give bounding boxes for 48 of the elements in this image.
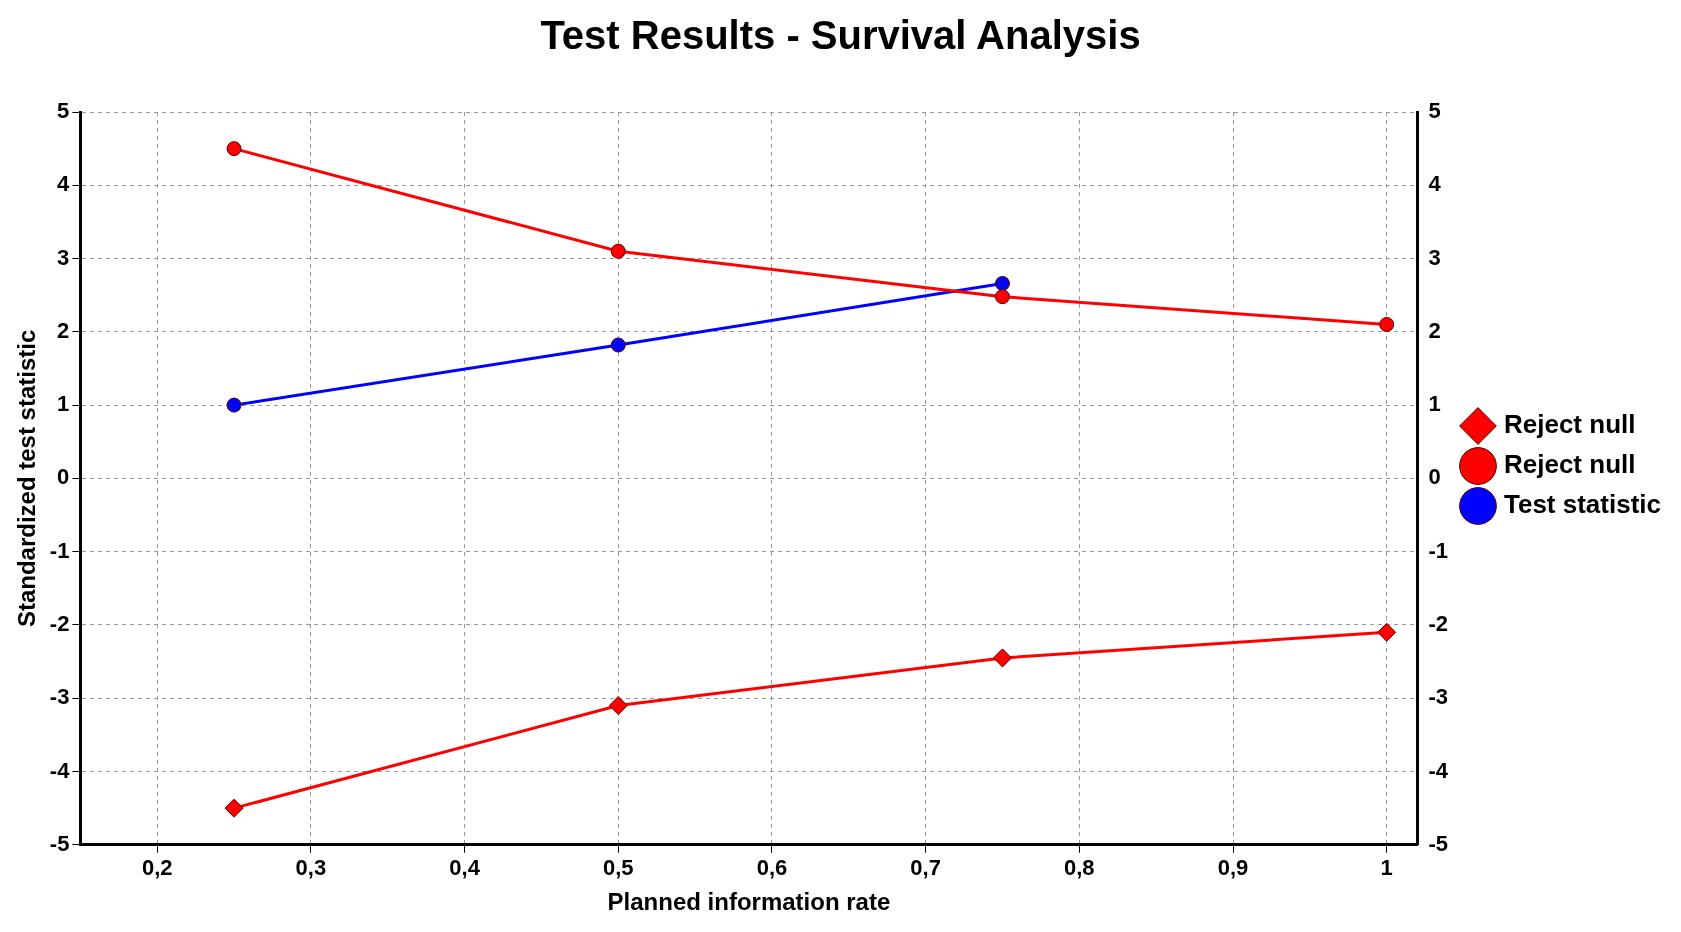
- x-tick-label: 0,7: [910, 855, 941, 881]
- y2-tick-label: -5: [1428, 830, 1448, 856]
- y2-tick-label: 5: [1428, 98, 1441, 124]
- point: [610, 337, 626, 353]
- x-tick-label: 0,3: [295, 855, 327, 881]
- y2-tick-label: 0: [1428, 464, 1441, 490]
- chart-title: Test Results - Survival Analysis: [540, 13, 1141, 58]
- y-tick-label: 5: [57, 98, 70, 124]
- point: [226, 141, 242, 157]
- y-axis-title: Standardized test statistic: [13, 329, 41, 628]
- y2-tick-label: -2: [1428, 611, 1448, 637]
- y-tick-label: -2: [49, 611, 70, 637]
- y2-tick-label: -4: [1428, 757, 1449, 783]
- legend-label: Reject null: [1503, 449, 1636, 480]
- legend-label: Test statistic: [1503, 489, 1661, 520]
- x-tick-label: 1: [1380, 855, 1393, 881]
- point: [994, 289, 1010, 305]
- y2-tick-label: 2: [1428, 317, 1441, 343]
- y-tick-label: 2: [57, 317, 70, 343]
- point: [610, 243, 626, 259]
- y-tick-label: -4: [49, 757, 71, 783]
- y-tick-label: 3: [57, 244, 70, 270]
- y-tick-label: -1: [49, 537, 70, 563]
- y2-tick-label: 4: [1428, 171, 1442, 197]
- y-tick-label: -5: [49, 830, 70, 856]
- x-axis-title: Planned information rate: [607, 888, 891, 916]
- x-tick-label: 0,2: [141, 855, 173, 881]
- x-tick-label: 0,5: [602, 855, 634, 881]
- point: [1379, 317, 1395, 333]
- legend-label: Reject null: [1503, 409, 1636, 440]
- x-tick-label: 0,9: [1217, 855, 1249, 881]
- point: [994, 275, 1010, 291]
- y2-tick-label: 1: [1428, 391, 1441, 417]
- y-tick-label: 0: [57, 464, 70, 490]
- point: [1377, 622, 1397, 642]
- y2-tick-label: -1: [1428, 537, 1448, 563]
- y2-tick-label: -3: [1428, 684, 1448, 710]
- x-tick-label: 0,6: [756, 855, 788, 881]
- x-tick-label: 0,8: [1064, 855, 1095, 881]
- point: [608, 696, 628, 716]
- y-tick-label: 4: [57, 171, 71, 197]
- x-tick-label: 0,4: [449, 855, 481, 881]
- y-tick-label: -3: [49, 684, 70, 710]
- point: [992, 648, 1012, 668]
- y-tick-label: 1: [57, 391, 70, 417]
- point: [226, 397, 242, 413]
- y2-tick-label: 3: [1428, 244, 1441, 270]
- point: [224, 798, 244, 818]
